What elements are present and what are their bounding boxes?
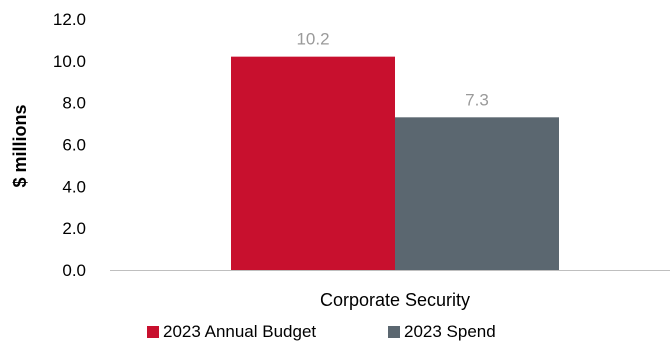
bars (231, 56, 559, 271)
legend-swatch (388, 326, 400, 338)
y-tick-label: 8.0 (62, 94, 86, 113)
data-label: 10.2 (296, 30, 329, 49)
y-tick-label: 4.0 (62, 177, 86, 196)
bar-annual-budget (231, 56, 395, 271)
legend-swatch (147, 326, 159, 338)
legend: 2023 Annual Budget 2023 Spend (147, 322, 496, 341)
y-tick-label: 10.0 (53, 52, 86, 71)
y-tick-label: 6.0 (62, 136, 86, 155)
y-axis-ticks: 0.0 2.0 4.0 6.0 8.0 10.0 12.0 (53, 10, 86, 280)
data-label: 7.3 (465, 90, 489, 109)
y-tick-label: 2.0 (62, 219, 86, 238)
y-axis-title: $ millions (10, 104, 30, 187)
legend-label: 2023 Annual Budget (163, 322, 316, 341)
y-tick-label: 12.0 (53, 10, 86, 29)
legend-label: 2023 Spend (404, 322, 496, 341)
y-tick-label: 0.0 (62, 261, 86, 280)
bar-spend (395, 117, 559, 270)
data-labels: 10.2 7.3 (296, 30, 488, 110)
x-category-label: Corporate Security (320, 290, 470, 310)
